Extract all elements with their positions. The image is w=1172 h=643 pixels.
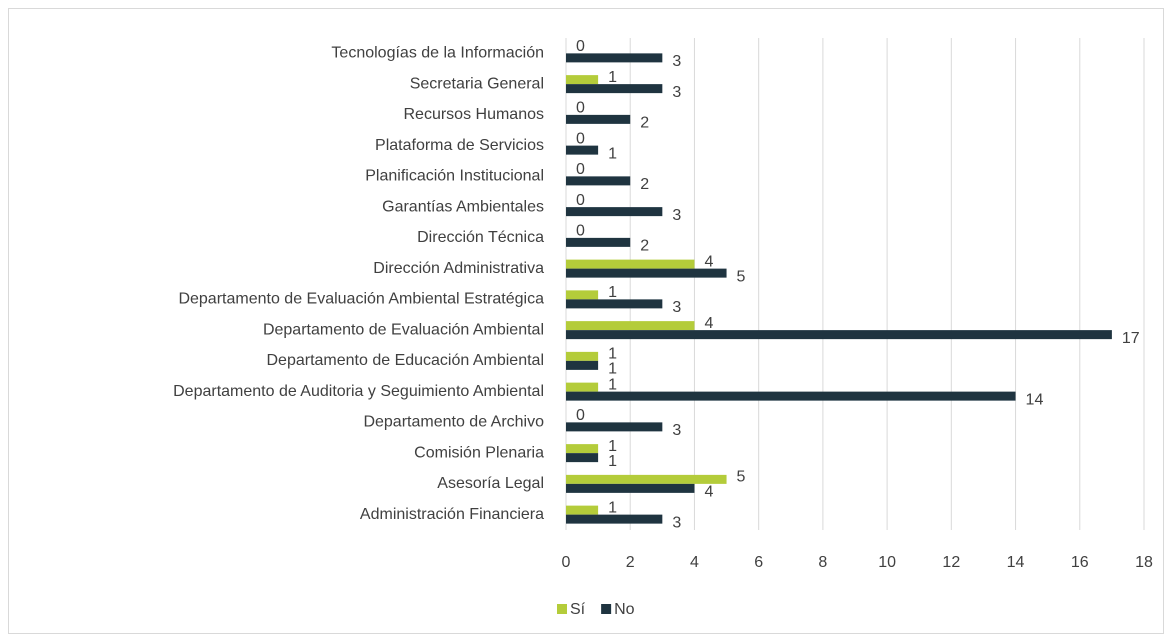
x-tick-label: 14 bbox=[1007, 554, 1025, 571]
y-tick-label: Comisión Plenaria bbox=[414, 444, 544, 461]
bar bbox=[566, 351, 599, 361]
bar bbox=[566, 453, 599, 463]
bar bbox=[566, 360, 599, 370]
y-tick-label: Departamento de Evaluación Ambiental Est… bbox=[178, 291, 544, 308]
y-tick-label: Administración Financiera bbox=[360, 506, 544, 523]
x-tick-label: 6 bbox=[754, 554, 763, 571]
data-label: 17 bbox=[1122, 330, 1140, 347]
data-label: 14 bbox=[1026, 391, 1044, 408]
data-label: 4 bbox=[704, 315, 713, 332]
data-label: 5 bbox=[737, 469, 746, 486]
data-label: 4 bbox=[704, 484, 713, 501]
y-tick-label: Dirección Administrativa bbox=[373, 260, 544, 277]
data-label: 0 bbox=[576, 130, 585, 147]
bar bbox=[566, 145, 599, 155]
bar bbox=[566, 75, 599, 85]
bar bbox=[566, 176, 631, 186]
legend-swatch bbox=[557, 604, 567, 614]
x-tick-label: 4 bbox=[690, 554, 699, 571]
data-label: 2 bbox=[640, 176, 649, 193]
bar bbox=[566, 299, 663, 309]
bar bbox=[566, 474, 727, 484]
y-tick-label: Departamento de Auditoria y Seguimiento … bbox=[173, 383, 544, 400]
data-label: 0 bbox=[576, 161, 585, 178]
data-label: 3 bbox=[672, 53, 681, 70]
data-label: 1 bbox=[608, 145, 617, 162]
bar bbox=[566, 505, 599, 515]
bar bbox=[566, 53, 663, 63]
x-tick-label: 12 bbox=[942, 554, 960, 571]
data-label: 3 bbox=[672, 299, 681, 316]
data-label: 3 bbox=[672, 84, 681, 101]
bar bbox=[566, 237, 631, 247]
data-label: 0 bbox=[576, 100, 585, 117]
bar bbox=[566, 268, 727, 278]
bar bbox=[566, 444, 599, 454]
bar bbox=[566, 514, 663, 524]
data-label: 0 bbox=[576, 192, 585, 209]
y-tick-label: Plataforma de Servicios bbox=[375, 137, 544, 154]
data-label: 1 bbox=[608, 499, 617, 516]
data-label: 5 bbox=[737, 268, 746, 285]
data-label: 1 bbox=[608, 284, 617, 301]
bar bbox=[566, 330, 1112, 340]
data-label: 3 bbox=[672, 514, 681, 531]
y-tick-label: Garantías Ambientales bbox=[382, 198, 544, 215]
bar bbox=[566, 321, 695, 331]
y-tick-label: Secretaria General bbox=[410, 75, 544, 92]
bar bbox=[566, 114, 631, 124]
x-tick-label: 18 bbox=[1135, 554, 1153, 571]
data-label: 1 bbox=[608, 438, 617, 455]
data-label: 1 bbox=[608, 361, 617, 378]
bar bbox=[566, 84, 663, 94]
bar bbox=[566, 207, 663, 217]
y-tick-label: Tecnologías de la Información bbox=[331, 45, 544, 62]
legend-label: No bbox=[614, 601, 635, 618]
data-label: 0 bbox=[576, 38, 585, 55]
data-label: 2 bbox=[640, 115, 649, 132]
data-label: 4 bbox=[704, 253, 713, 270]
data-label: 3 bbox=[672, 422, 681, 439]
x-tick-label: 2 bbox=[626, 554, 635, 571]
x-tick-label: 16 bbox=[1071, 554, 1089, 571]
data-label: 1 bbox=[608, 69, 617, 86]
x-tick-label: 8 bbox=[818, 554, 827, 571]
y-tick-label: Departamento de Archivo bbox=[363, 414, 544, 431]
y-tick-label: Dirección Técnica bbox=[417, 229, 544, 246]
x-tick-label: 0 bbox=[562, 554, 571, 571]
bar bbox=[566, 422, 663, 432]
data-label: 3 bbox=[672, 207, 681, 224]
bar bbox=[566, 483, 695, 493]
data-label: 0 bbox=[576, 223, 585, 240]
x-tick-label: 10 bbox=[878, 554, 896, 571]
data-label: 2 bbox=[640, 238, 649, 255]
y-tick-label: Asesoría Legal bbox=[437, 475, 544, 492]
data-label: 1 bbox=[608, 376, 617, 393]
data-label: 1 bbox=[608, 453, 617, 470]
y-tick-label: Departamento de Evaluación Ambiental bbox=[263, 321, 544, 338]
data-label: 1 bbox=[608, 346, 617, 363]
y-tick-label: Departamento de Educación Ambiental bbox=[266, 352, 544, 369]
bar bbox=[566, 290, 599, 300]
chart-frame bbox=[8, 8, 1164, 634]
bar bbox=[566, 391, 1016, 401]
bar bbox=[566, 382, 599, 392]
y-tick-label: Recursos Humanos bbox=[404, 106, 545, 123]
y-tick-label: Planificación Institucional bbox=[365, 168, 544, 185]
legend-label: Sí bbox=[570, 601, 586, 618]
legend-swatch bbox=[601, 604, 612, 614]
bar bbox=[566, 259, 695, 269]
data-label: 0 bbox=[576, 407, 585, 424]
